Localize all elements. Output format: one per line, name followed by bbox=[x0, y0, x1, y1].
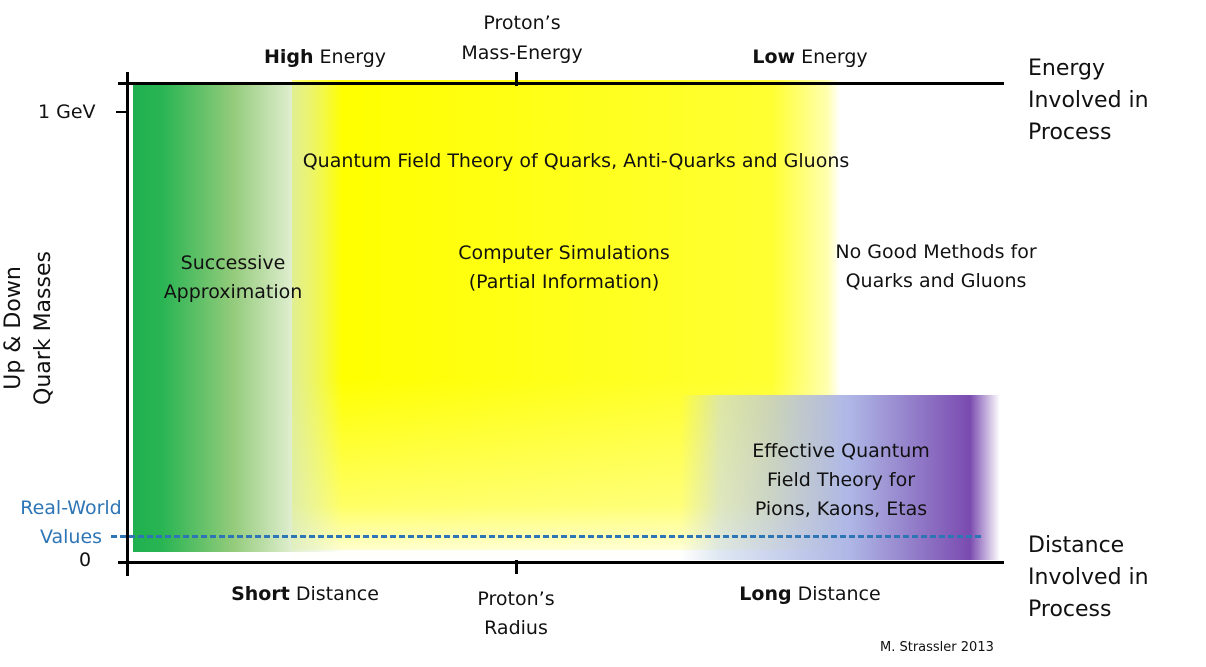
computer-simulations-label: Computer Simulations (Partial Informatio… bbox=[458, 242, 670, 293]
proton-radius-label: Proton’s Radius bbox=[477, 588, 555, 639]
effective-qft-label: Effective Quantum Field Theory for Pions… bbox=[752, 440, 930, 520]
bottom-axis-line bbox=[118, 561, 1004, 564]
proton-radius-tick bbox=[515, 560, 518, 574]
qft-label: Quantum Field Theory of Quarks, Anti-Qua… bbox=[302, 150, 850, 172]
high-energy-label: High Energy bbox=[263, 46, 387, 68]
effective-theory-region bbox=[680, 395, 1000, 560]
proton-mass-tick bbox=[515, 72, 518, 86]
low-energy-label: Low Energy bbox=[752, 46, 868, 68]
y-axis-line bbox=[126, 72, 129, 576]
1gev-tick-label: 1 GeV bbox=[38, 101, 96, 123]
proton-mass-energy-label: Proton’s Mass-Energy bbox=[461, 12, 583, 64]
distance-axis-title: Distance Involved in Process bbox=[1028, 533, 1149, 622]
green-region-successive bbox=[133, 82, 343, 552]
short-distance-label: Short Distance bbox=[231, 583, 379, 605]
energy-axis-title: Energy Involved in Process bbox=[1028, 56, 1149, 145]
y-axis-title: Up & Down Quark Masses bbox=[1, 251, 56, 405]
long-distance-label: Long Distance bbox=[739, 583, 881, 605]
successive-approximation-label: Successive Approximation bbox=[163, 252, 303, 303]
top-axis-line bbox=[118, 82, 1004, 85]
credit-label: M. Strassler 2013 bbox=[880, 640, 994, 655]
real-world-dashed-line bbox=[111, 535, 981, 538]
1gev-tick bbox=[116, 111, 128, 113]
real-world-values-label: Real-World Values bbox=[20, 497, 122, 548]
no-good-methods-label: No Good Methods for Quarks and Gluons bbox=[835, 241, 1037, 292]
zero-tick-label: 0 bbox=[79, 549, 92, 571]
